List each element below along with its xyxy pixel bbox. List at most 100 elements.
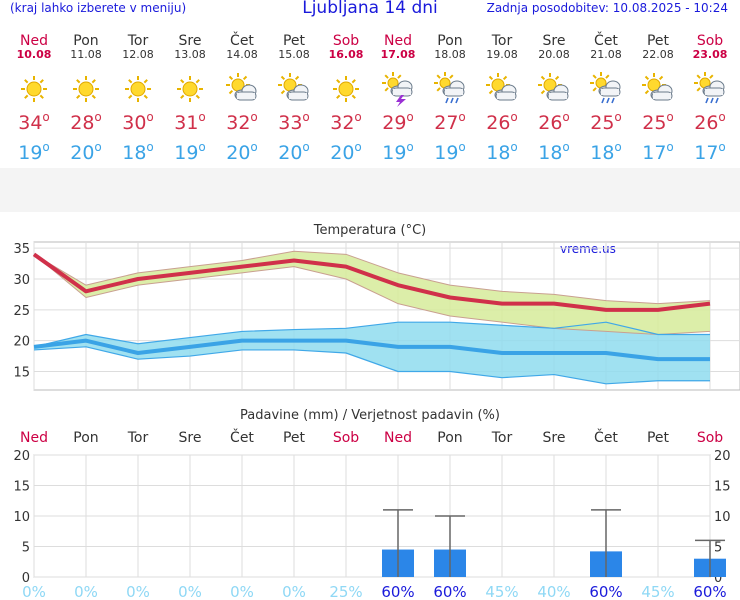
degree-sign: o xyxy=(146,140,154,154)
watermark: vreme.us xyxy=(560,242,616,256)
sunny-icon xyxy=(68,71,104,107)
sunny-icon xyxy=(16,71,52,107)
degree-sign: o xyxy=(94,110,102,124)
day-column: Tor 19.08 xyxy=(476,33,528,61)
degree-sign: o xyxy=(250,110,258,124)
y-tick-label: 25 xyxy=(13,304,30,319)
precip-probability: 60% xyxy=(589,583,622,600)
degree-sign: o xyxy=(302,140,310,154)
max-temp: 26o xyxy=(684,110,736,134)
day-column: Ned 10.08 xyxy=(8,33,60,61)
thunderstorm-icon xyxy=(380,71,416,107)
x-tick-label: Čet xyxy=(594,428,618,446)
last-update: Zadnja posodobitev: 10.08.2025 - 10:24 xyxy=(486,1,728,15)
day-name: Ned xyxy=(20,33,48,49)
y-tick-label-left: 0 xyxy=(22,571,30,586)
precipitation-chart: Padavine (mm) / Verjetnost padavin (%) 0… xyxy=(13,408,731,600)
precip-probability: 0% xyxy=(126,583,150,600)
day-name: Sre xyxy=(178,33,202,49)
x-tick-label: Sre xyxy=(543,430,566,446)
min-temp-value: 20 xyxy=(70,142,95,164)
degree-sign: o xyxy=(510,140,518,154)
max-temp: 26o xyxy=(476,110,528,134)
precip-probability: 60% xyxy=(693,583,726,600)
precip-probability: 60% xyxy=(433,583,466,600)
partly-cloudy-icon xyxy=(276,71,312,107)
day-name: Tor xyxy=(491,33,513,49)
day-date: 17.08 xyxy=(380,48,416,61)
location-menu-hint[interactable]: (kraj lahko izberete v meniju) xyxy=(10,1,187,15)
degree-sign: o xyxy=(718,110,726,124)
day-name: Čet xyxy=(230,33,254,49)
degree-sign: o xyxy=(562,110,570,124)
min-temp: 20o xyxy=(268,140,320,164)
sun-rain-icon xyxy=(432,71,468,107)
max-temp: 27o xyxy=(424,110,476,134)
max-temp: 32o xyxy=(216,110,268,134)
partly-cloudy-icon xyxy=(224,71,260,107)
day-date: 21.08 xyxy=(590,48,622,61)
precip-probability: 0% xyxy=(74,583,98,600)
day-column: Sob 23.08 xyxy=(684,33,736,61)
min-temp-value: 18 xyxy=(538,142,563,164)
precip-probability: 25% xyxy=(329,583,362,600)
max-temp: 25o xyxy=(580,110,632,134)
day-column: Pon 11.08 xyxy=(60,33,112,61)
precip-probability: 0% xyxy=(230,583,254,600)
degree-sign: o xyxy=(562,140,570,154)
min-temp-upper-line xyxy=(33,321,710,348)
min-temp-line xyxy=(33,338,710,362)
day-date: 19.08 xyxy=(486,48,518,61)
max-temp-value: 30 xyxy=(122,112,147,134)
y-tick-label-left: 10 xyxy=(13,510,30,525)
y-tick-label-right: 0 xyxy=(714,571,722,586)
max-temp-value: 26 xyxy=(694,112,719,134)
min-temp-value: 19 xyxy=(18,142,43,164)
day-column: Pet 22.08 xyxy=(632,33,684,61)
day-date: 23.08 xyxy=(692,48,728,61)
min-temp: 17o xyxy=(684,140,736,164)
day-name: Tor xyxy=(127,33,149,49)
x-tick-label: Pet xyxy=(283,430,306,446)
degree-sign: o xyxy=(94,140,102,154)
day-column: Čet 21.08 xyxy=(580,33,632,61)
day-name: Pet xyxy=(282,33,306,49)
min-temp: 20o xyxy=(320,140,372,164)
day-date: 12.08 xyxy=(122,48,154,61)
y-tick-label-right: 15 xyxy=(714,480,731,495)
day-date: 11.08 xyxy=(70,48,102,61)
max-temp: 26o xyxy=(528,110,580,134)
max-temp-value: 32 xyxy=(226,112,251,134)
degree-sign: o xyxy=(614,110,622,124)
x-tick-label: Ned xyxy=(20,430,48,446)
day-date: 13.08 xyxy=(174,48,206,61)
day-date: 15.08 xyxy=(278,48,310,61)
day-column: Pet 15.08 xyxy=(268,33,320,61)
precip-probability: 0% xyxy=(282,583,306,600)
day-date: 22.08 xyxy=(642,48,674,61)
precip-probability: 0% xyxy=(22,583,46,600)
precip-probability: 60% xyxy=(381,583,414,600)
day-date: 16.08 xyxy=(328,48,364,61)
day-name: Pon xyxy=(437,33,463,49)
x-tick-label: Sob xyxy=(333,430,359,446)
min-temp-value: 19 xyxy=(382,142,407,164)
day-name: Pet xyxy=(646,33,670,49)
page-title: Ljubljana 14 dni xyxy=(302,0,438,18)
degree-sign: o xyxy=(198,140,206,154)
min-temp: 19o xyxy=(372,140,424,164)
max-temp-value: 27 xyxy=(434,112,459,134)
precipitation-chart-title: Padavine (mm) / Verjetnost padavin (%) xyxy=(240,408,500,423)
max-temp-value: 34 xyxy=(18,112,43,134)
precip-probability: 40% xyxy=(537,583,570,600)
min-temp: 18o xyxy=(112,140,164,164)
precip-probability: 45% xyxy=(485,583,518,600)
degree-sign: o xyxy=(510,110,518,124)
degree-sign: o xyxy=(146,110,154,124)
y-tick-label: 30 xyxy=(13,273,30,288)
day-name: Sob xyxy=(332,33,360,49)
max-temp-value: 33 xyxy=(278,112,303,134)
degree-sign: o xyxy=(198,110,206,124)
max-temp: 29o xyxy=(372,110,424,134)
degree-sign: o xyxy=(458,140,466,154)
